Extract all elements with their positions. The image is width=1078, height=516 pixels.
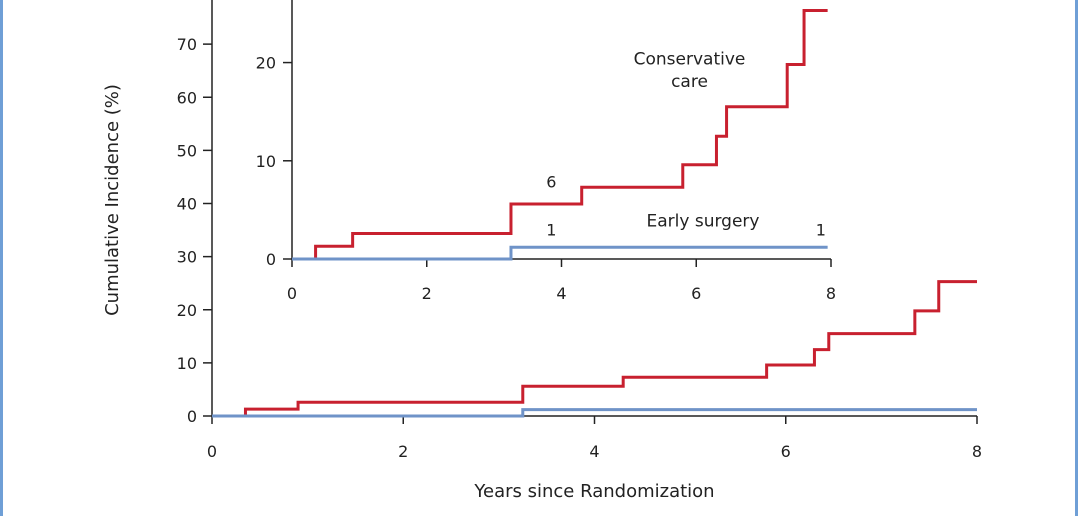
cumulative-incidence-chart: 0246801020304050607080Years since Random… <box>102 0 982 502</box>
inset-annotation: 1 <box>546 220 556 239</box>
inset-annotation: care <box>671 72 708 92</box>
inset-annotation: 1 <box>816 220 826 239</box>
inset-y-tick-label: 0 <box>266 250 276 269</box>
main-y-axis-label: Cumulative Incidence (%) <box>102 84 123 316</box>
main-x-tick-label: 8 <box>972 442 982 461</box>
inset-x-tick-label: 4 <box>556 284 566 303</box>
main-x-axis-label: Years since Randomization <box>473 481 714 502</box>
main-x-tick-label: 4 <box>589 442 599 461</box>
inset-x-tick-label: 8 <box>826 284 836 303</box>
main-x-tick-label: 0 <box>207 442 217 461</box>
main-y-tick-label: 30 <box>177 248 197 267</box>
main-y-tick-label: 80 <box>177 0 197 1</box>
inset-y-tick-label: 20 <box>256 54 276 73</box>
main-y-tick-label: 70 <box>177 35 197 54</box>
inset-x-tick-label: 6 <box>691 284 701 303</box>
main-series-surgery <box>212 408 977 418</box>
inset-annotation: 6 <box>546 172 556 191</box>
main-x-tick-label: 6 <box>781 442 791 461</box>
main-y-tick-label: 50 <box>177 141 197 160</box>
inset-series-conservative <box>292 9 828 261</box>
main-x-tick-label: 2 <box>398 442 408 461</box>
inset-y-tick-label: 10 <box>256 152 276 171</box>
main-series-conservative <box>212 280 977 418</box>
main-y-tick-label: 60 <box>177 88 197 107</box>
inset-series-surgery <box>292 245 828 261</box>
main-y-tick-label: 20 <box>177 301 197 320</box>
main-y-tick-label: 10 <box>177 354 197 373</box>
inset-annotation: Conservative <box>634 50 746 70</box>
main-y-tick-label: 0 <box>187 407 197 426</box>
inset-x-tick-label: 0 <box>287 284 297 303</box>
inset-x-tick-label: 2 <box>422 284 432 303</box>
main-y-tick-label: 40 <box>177 195 197 214</box>
inset-annotation: Early surgery <box>647 212 760 232</box>
